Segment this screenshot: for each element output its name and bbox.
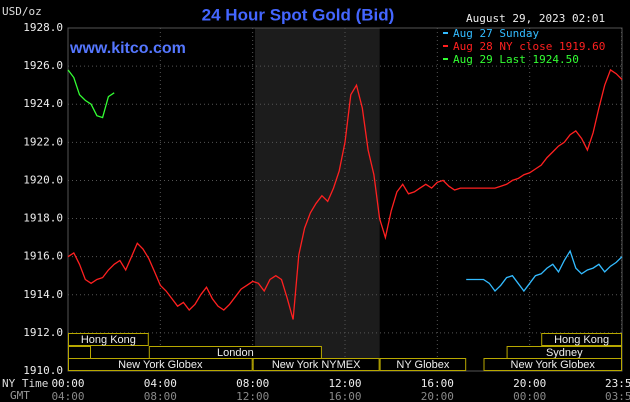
y-tick-label: 1926.0 [23,59,63,72]
gmt-tick-label: 04:00 [51,390,84,402]
shade-layer [254,28,380,371]
gmt-tick-label: 08:00 [144,390,177,402]
legend-swatch [443,58,448,60]
series-line [67,68,623,320]
lines-layer [67,68,623,320]
x-tick-label: 23:59 [605,377,630,390]
y-tick-label: 1924.0 [23,97,63,110]
x-tick-label: 04:00 [144,377,177,390]
x-tick-label: 16:00 [421,377,454,390]
legend-swatch [443,32,448,34]
y-tick-label: 1920.0 [23,173,63,186]
y-tick-label: 1916.0 [23,250,63,263]
y-axis-label: USD/oz [2,5,42,18]
gmt-tick-label: 00:00 [513,390,546,402]
session-box [541,333,622,346]
x-tick-label: 00:00 [51,377,84,390]
gmt-tick-label: 20:00 [421,390,454,402]
session-box [68,358,253,371]
session-label: Hong Kong [81,334,136,346]
legend-label: Aug 29 Last 1924.50 [453,53,579,66]
y-tick-label: 1918.0 [23,212,63,225]
session-box [379,358,467,371]
y-tick-label: 1928.0 [23,21,63,34]
x-tick-label: 20:00 [513,377,546,390]
x-tick-label: 08:00 [236,377,269,390]
legend-swatch [443,45,448,47]
y-tick-label: 1922.0 [23,135,63,148]
chart-title: 24 Hour Spot Gold (Bid) [202,5,395,24]
session-label: New York Globex [118,359,203,371]
session-box [252,358,380,371]
gmt-tick-label: 16:00 [328,390,361,402]
y-tick-label: 1910.0 [23,364,63,377]
website: www.kitco.com [69,40,186,57]
series-line [466,249,623,293]
session-label: New York Globex [511,359,596,371]
y-tick-label: 1912.0 [23,326,63,339]
legend-label: Aug 28 NY close 1919.60 [453,40,605,53]
session-box [483,358,622,371]
session-label: Sydney [546,347,583,359]
y-tick-label: 1914.0 [23,288,63,301]
legend-label: Aug 27 Sunday [453,27,539,40]
x-tick-label: 12:00 [328,377,361,390]
session-box [68,333,149,346]
row-label: NY Time [2,377,48,390]
session-label: London [217,347,254,359]
session-label: Hong Kong [554,334,609,346]
labels-layer: 1928.0 1926.0 1924.0 1922.0 1920.0 1918.0 1916… [23,21,630,402]
timestamp: August 29, 2023 02:01 [466,12,605,25]
row-label: GMT [10,389,30,402]
session-label: New York NYMEX [272,359,361,371]
series-line [67,69,115,119]
gmt-tick-label: 03:59 [605,390,630,402]
session-box [68,346,91,359]
session-label: NY Globex [396,359,449,371]
shaded-region [254,28,380,371]
gmt-tick-label: 12:00 [236,390,269,402]
